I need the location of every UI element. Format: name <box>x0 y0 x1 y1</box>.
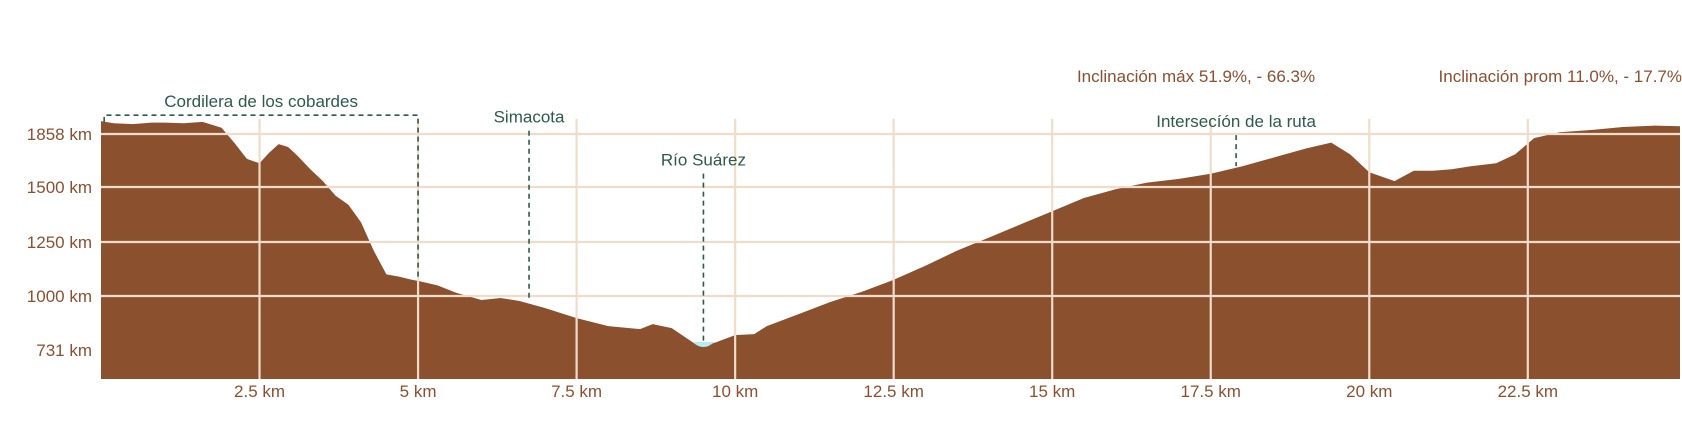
x-tick-label: 5 km <box>400 382 437 401</box>
max-incline-label: Inclinación máx 51.9%, - 66.3% <box>1077 67 1315 86</box>
x-tick-label: 22.5 km <box>1498 382 1558 401</box>
y-tick-label: 1858 km <box>27 125 92 144</box>
annotation-label: Intersecíón de la ruta <box>1156 112 1316 131</box>
y-tick-label: 1500 km <box>27 178 92 197</box>
grid-lines <box>101 118 1680 379</box>
y-axis-ticks: 731 km 1000 km 1250 km 1500 km 1858 km <box>27 125 92 360</box>
plot-area: Cordilera de los cobardes Simacota Río Suá… <box>101 92 1680 379</box>
annotation-label: Cordilera de los cobardes <box>164 92 358 111</box>
x-tick-label: 2.5 km <box>234 382 285 401</box>
x-tick-label: 17.5 km <box>1180 382 1240 401</box>
y-tick-label: 1250 km <box>27 233 92 252</box>
elevation-area <box>101 121 1680 379</box>
annotation-label: Simacota <box>494 108 565 127</box>
x-tick-label: 12.5 km <box>863 382 923 401</box>
x-tick-label: 7.5 km <box>551 382 602 401</box>
x-axis-ticks: 2.5 km 5 km 7.5 km 10 km 12.5 km 15 km 17.5 km… <box>234 382 1558 401</box>
y-tick-label: 731 km <box>36 341 92 360</box>
annotation-bracket <box>103 114 419 279</box>
x-tick-label: 10 km <box>712 382 758 401</box>
avg-incline-label: Inclinación prom 11.0%, - 17.7% <box>1439 67 1682 86</box>
x-tick-label: 20 km <box>1346 382 1392 401</box>
x-tick-label: 15 km <box>1029 382 1075 401</box>
river-water-marker <box>692 341 715 347</box>
y-tick-label: 1000 km <box>27 287 92 306</box>
annotations: Cordilera de los cobardes Simacota Río Suá… <box>103 92 1316 345</box>
annotation-label: Río Suárez <box>661 151 746 170</box>
